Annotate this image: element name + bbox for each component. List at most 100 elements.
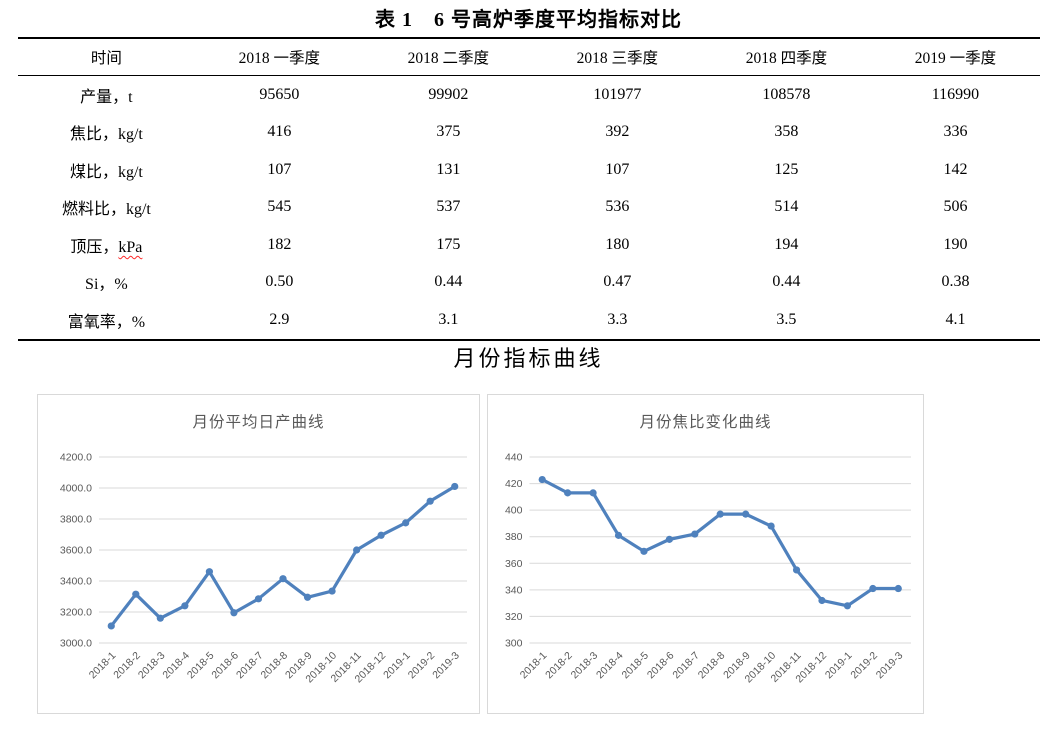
table-row: 产量，t 95650 99902 101977 108578 116990	[18, 76, 1040, 114]
spellcheck-underline: kPa	[118, 238, 143, 256]
data-point-marker	[279, 575, 287, 583]
line-chart-daily-production: 月份平均日产曲线 3000.0 3200.0 3400.0 3600.0 3800.0 40…	[60, 413, 467, 685]
y-axis-tick-label: 420	[505, 478, 523, 490]
column-header: 2019 一季度	[914, 50, 997, 67]
table-row: 焦比，kg/t 416 375 392 358 336	[18, 114, 1040, 152]
x-axis-tick-label: 2018-4	[594, 650, 626, 682]
column-header: 2018 三季度	[576, 50, 659, 67]
table-row: 煤比，kg/t 107 131 107 125 142	[18, 151, 1040, 189]
table-cell: 142	[943, 160, 968, 178]
x-axis-tick-label: 2018-8	[696, 650, 728, 682]
data-series-line	[109, 484, 457, 628]
table-cell: 194	[774, 235, 799, 253]
x-axis-tick-label: 2019-2	[848, 650, 880, 682]
x-axis-tick-label: 2018-7	[670, 650, 702, 682]
table-cell: 416	[267, 123, 292, 141]
column-header: 2018 一季度	[238, 50, 320, 67]
row-label: 焦比，kg/t	[69, 126, 143, 144]
table-cell: 190	[943, 235, 968, 253]
table-cell: 545	[267, 198, 292, 216]
table-cell: 3.3	[607, 310, 628, 328]
table-row: 燃料比，kg/t 545 537 536 514 506	[18, 189, 1040, 227]
data-series-line	[540, 477, 900, 608]
table-cell: 0.38	[941, 273, 970, 291]
table-cell: 375	[436, 123, 461, 141]
y-axis-tick-label: 300	[505, 638, 523, 650]
y-axis-tick-label: 3200.0	[60, 607, 92, 619]
x-axis-tick-label: 2019-3	[874, 650, 906, 682]
table-header-row: 时间 2018 一季度 2018 二季度 2018 三季度 2018 四季度 2019 一…	[18, 38, 1040, 76]
indicator-table: 时间 2018 一季度 2018 二季度 2018 三季度 2018 四季度 2019 一…	[18, 37, 1040, 341]
column-header: 2018 四季度	[745, 50, 828, 67]
row-label: 产量，t	[80, 88, 133, 106]
data-point-marker	[205, 568, 213, 576]
y-axis-tick-label: 3800.0	[60, 514, 92, 526]
data-point-marker	[107, 622, 115, 630]
table-cell: 514	[774, 198, 799, 216]
data-point-marker	[742, 510, 750, 518]
data-point-marker	[377, 531, 385, 539]
table-cell: 2.9	[269, 310, 290, 328]
data-point-marker	[614, 531, 623, 539]
table-cell: 0.47	[603, 273, 632, 291]
data-point-marker	[640, 547, 648, 555]
row-label: 顶压，kPa	[70, 238, 143, 256]
y-axis-tick-label: 400	[505, 505, 523, 517]
y-axis-tick-label: 320	[505, 611, 523, 623]
y-axis-tick-label: 360	[505, 558, 523, 570]
y-axis-tick-label: 440	[505, 452, 523, 464]
chart-title: 月份平均日产曲线	[192, 413, 324, 431]
table-row: 富氧率，% 2.9 3.1 3.3 3.5 4.1	[18, 301, 1040, 340]
table-title: 表 1 6 号高炉季度平均指标对比	[375, 9, 682, 31]
data-point-marker	[691, 530, 699, 538]
section-title: 月份指标曲线	[453, 346, 604, 371]
table-cell: 99902	[428, 85, 469, 103]
table-cell: 101977	[593, 85, 642, 103]
table-cell: 131	[436, 160, 461, 178]
data-point-marker	[156, 614, 164, 622]
row-label: 煤比，kg/t	[69, 163, 143, 181]
data-point-marker	[716, 510, 724, 518]
table-cell: 0.44	[434, 273, 463, 291]
data-point-marker	[869, 584, 877, 593]
x-axis-tick-label: 2018-3	[569, 650, 601, 682]
y-axis-tick-label: 3000.0	[60, 638, 92, 650]
data-point-marker	[132, 590, 140, 598]
x-axis-tick-label: 2018-6	[645, 650, 677, 682]
data-point-marker	[254, 595, 263, 603]
data-point-marker	[426, 497, 434, 505]
data-point-marker	[353, 546, 361, 554]
table-cell: 0.44	[772, 273, 801, 291]
data-point-marker	[328, 587, 336, 595]
x-axis-tick-label: 2018-2	[543, 650, 575, 682]
data-point-marker	[894, 584, 902, 593]
data-point-marker	[843, 602, 852, 610]
data-point-marker	[564, 489, 572, 497]
x-axis-tick-label: 2019-1	[823, 650, 855, 682]
data-point-marker	[818, 596, 826, 605]
table-cell: 180	[605, 235, 630, 253]
data-point-marker	[181, 602, 189, 610]
table-cell: 3.1	[438, 310, 459, 328]
table-cell: 125	[774, 160, 799, 178]
table-row: Si，% 0.50 0.44 0.47 0.44 0.38	[18, 264, 1040, 302]
line-chart-coke-ratio: 月份焦比变化曲线3003203403603804004204402018-120…	[505, 413, 911, 685]
table-cell: 182	[267, 235, 292, 253]
y-axis-tick-label: 380	[505, 531, 523, 543]
table-body: 产量，t 95650 99902 101977 108578 116990 焦比，kg/t 4…	[18, 76, 1040, 340]
table-cell: 537	[436, 198, 461, 216]
data-point-marker	[402, 519, 410, 527]
data-point-marker	[230, 609, 238, 617]
table-cell: 358	[774, 123, 799, 141]
chart-coke-ratio: 月份焦比变化曲线 300 320 340 360 380 400 420 440 2018-1 20…	[487, 394, 924, 714]
table-cell: 107	[267, 160, 292, 178]
table-cell: 108578	[762, 85, 811, 103]
table-cell: 175	[436, 235, 461, 253]
data-point-marker	[451, 482, 459, 491]
row-label: Si，%	[85, 276, 128, 294]
row-label: 燃料比，kg/t	[61, 201, 151, 219]
data-point-marker	[303, 593, 312, 601]
y-axis-tick-label: 3600.0	[60, 545, 92, 557]
chart-title: 月份焦比变化曲线	[639, 413, 771, 431]
x-axis-tick-label: 2018-5	[619, 650, 651, 682]
